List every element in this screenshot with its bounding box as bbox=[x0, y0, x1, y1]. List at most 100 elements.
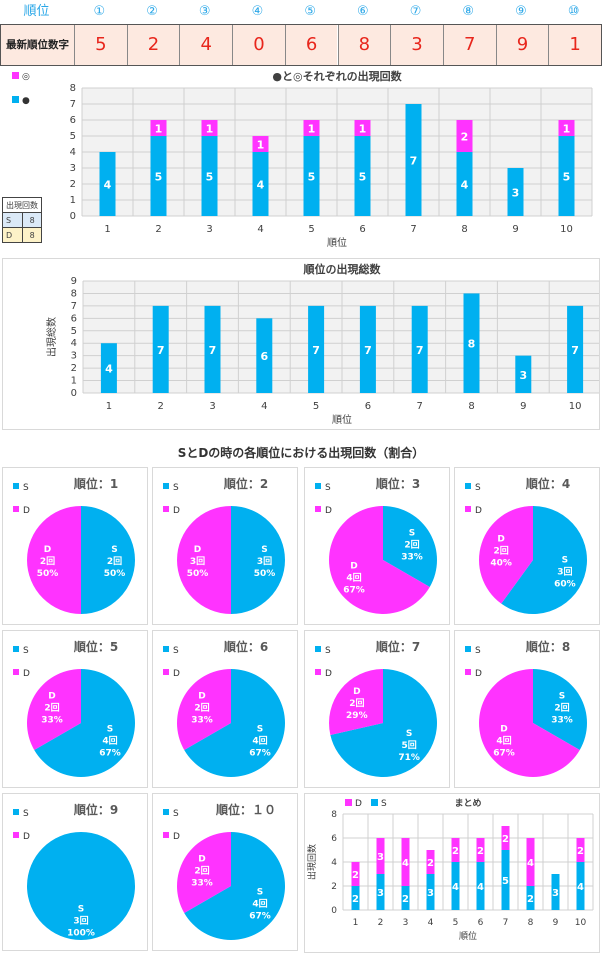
bar-value-label: 3 bbox=[377, 852, 384, 863]
pie-slice bbox=[184, 832, 285, 940]
pie-title: 順位：4 bbox=[525, 476, 570, 491]
pie-slice-count: 3回 bbox=[73, 915, 88, 926]
pie-slice-name: S bbox=[406, 729, 412, 739]
summary-bar-chart: 0 2 4 6 8 2 2 1 3 3 2 2 4 3 3 2 4 4 2 5 4 2 6 5 2 7 2 4 8 3 0 9 4 2 10 まとめ順… bbox=[306, 798, 594, 942]
bar-value-label: 3 bbox=[377, 888, 384, 899]
x-axis-label: 順位 bbox=[327, 236, 347, 249]
pie-panel: 順位：１０ S D S 4回 67% D 2回 33% bbox=[152, 793, 298, 951]
pie-slice-percent: 67% bbox=[493, 749, 515, 759]
rank-header-cell: ⑧ bbox=[462, 4, 475, 19]
pie-slice-count: 2回 bbox=[194, 702, 209, 713]
pie-slice bbox=[184, 669, 285, 777]
y-tick-label: 6 bbox=[331, 834, 337, 844]
chart-panel-2: 0 1 2 3 4 5 6 7 8 9 4 1 7 2 7 3 6 4 7 5 7 6 7 7 8 8 3 9 7 10 順位の出現総数 順位… bbox=[2, 258, 602, 430]
bar bbox=[411, 305, 428, 393]
bar bbox=[456, 152, 473, 216]
legend-label-s: S bbox=[381, 799, 387, 809]
y-tick-label: 4 bbox=[71, 338, 77, 349]
pie-title: 順位：8 bbox=[525, 639, 570, 654]
bar-value-label: 5 bbox=[502, 876, 509, 887]
legend-swatch-d bbox=[13, 669, 19, 675]
legend-blue-swatch bbox=[12, 96, 19, 103]
bar bbox=[426, 874, 435, 910]
x-tick-label: 2 bbox=[378, 918, 384, 928]
rank-header-cell: ③ bbox=[198, 4, 211, 19]
pie-title: 順位：1 bbox=[73, 476, 118, 491]
bar bbox=[567, 305, 584, 393]
legend-blue-label: ● bbox=[22, 96, 30, 106]
rank-header-row: 順位 ① ② ③ ④ ⑤ ⑥ ⑦ ⑧ ⑨ ⑩ bbox=[0, 0, 602, 24]
bar-value-label: 3 bbox=[552, 888, 559, 899]
bar bbox=[354, 120, 371, 136]
bar bbox=[256, 318, 273, 393]
mini-table-value: 8 bbox=[22, 212, 42, 228]
latest-digit-cell: 6 bbox=[284, 25, 338, 65]
pie-slice-name: D bbox=[194, 545, 201, 555]
bar-value-label: 4 bbox=[257, 179, 265, 192]
bar-value-label: 2 bbox=[427, 858, 434, 869]
legend-swatch-s bbox=[465, 483, 471, 489]
latest-digit-cell: 2 bbox=[126, 25, 180, 65]
pie-slice-percent: 40% bbox=[490, 559, 512, 569]
latest-digit-cell: 5 bbox=[74, 25, 127, 65]
legend-pink-swatch bbox=[12, 72, 19, 79]
x-tick-label: 9 bbox=[512, 224, 518, 235]
pie-panel: 順位：1 S D S 2回 50% D 2回 50% bbox=[2, 467, 148, 625]
legend-label-s: S bbox=[23, 809, 29, 819]
chart-title: まとめ bbox=[454, 798, 481, 809]
rank-header-cell: ② bbox=[146, 4, 158, 19]
y-tick-label: 6 bbox=[71, 313, 77, 324]
bar-value-label: 4 bbox=[461, 179, 469, 192]
section-title: SとDの時の各順位における出現回数（割合） bbox=[177, 446, 425, 460]
bar bbox=[351, 862, 360, 886]
pie-slice-percent: 50% bbox=[187, 569, 209, 579]
bar-value-label: 2 bbox=[402, 894, 409, 905]
pie-slice-count: 2回 bbox=[554, 702, 569, 713]
bar-value-label: 7 bbox=[209, 344, 217, 357]
pie-slice-count: 2回 bbox=[40, 556, 55, 567]
pie-slice-percent: 100% bbox=[67, 928, 95, 938]
y-tick-label: 6 bbox=[70, 115, 76, 126]
bar bbox=[201, 136, 218, 216]
pie-slice-name: D bbox=[48, 691, 55, 701]
pie-slice-percent: 67% bbox=[249, 912, 271, 922]
legend-label-d: D bbox=[23, 832, 30, 842]
bar bbox=[359, 305, 376, 393]
bar-value-label: 5 bbox=[563, 171, 571, 184]
bar-value-label: 4 bbox=[577, 882, 584, 893]
x-tick-label: 3 bbox=[209, 401, 215, 412]
legend-label-d: D bbox=[355, 799, 362, 809]
bar bbox=[100, 343, 117, 393]
latest-digit-cell: 1 bbox=[548, 25, 601, 65]
legend-blue: ● bbox=[12, 96, 30, 106]
bar-value-label: 4 bbox=[105, 363, 113, 376]
pie-slice bbox=[330, 669, 437, 777]
bar bbox=[558, 136, 575, 216]
pie-slice-count: 2回 bbox=[44, 702, 59, 713]
bar-value-label: 7 bbox=[410, 155, 418, 168]
bar-value-label: 5 bbox=[359, 171, 367, 184]
bar bbox=[150, 136, 167, 216]
y-tick-label: 3 bbox=[71, 351, 77, 362]
pie-slice bbox=[533, 669, 587, 750]
bar-value-label: 7 bbox=[364, 344, 372, 357]
pie-slice bbox=[81, 506, 135, 614]
pie-title: 順位：7 bbox=[375, 639, 420, 654]
legend-swatch-s bbox=[13, 809, 19, 815]
bar bbox=[308, 305, 325, 393]
legend-label-s: S bbox=[173, 809, 179, 819]
latest-digit-cell: 4 bbox=[179, 25, 233, 65]
bar-value-label: 2 bbox=[527, 894, 534, 905]
pie-panel: 順位：7 S D S 5回 71% D 2回 29% bbox=[304, 630, 450, 788]
bar bbox=[507, 168, 524, 216]
pie-slice-name: S bbox=[562, 555, 568, 565]
pie-slice-name: D bbox=[353, 687, 360, 697]
bar bbox=[576, 838, 585, 862]
legend-pink-label: ◎ bbox=[22, 72, 30, 82]
legend-label-s: S bbox=[23, 646, 29, 656]
